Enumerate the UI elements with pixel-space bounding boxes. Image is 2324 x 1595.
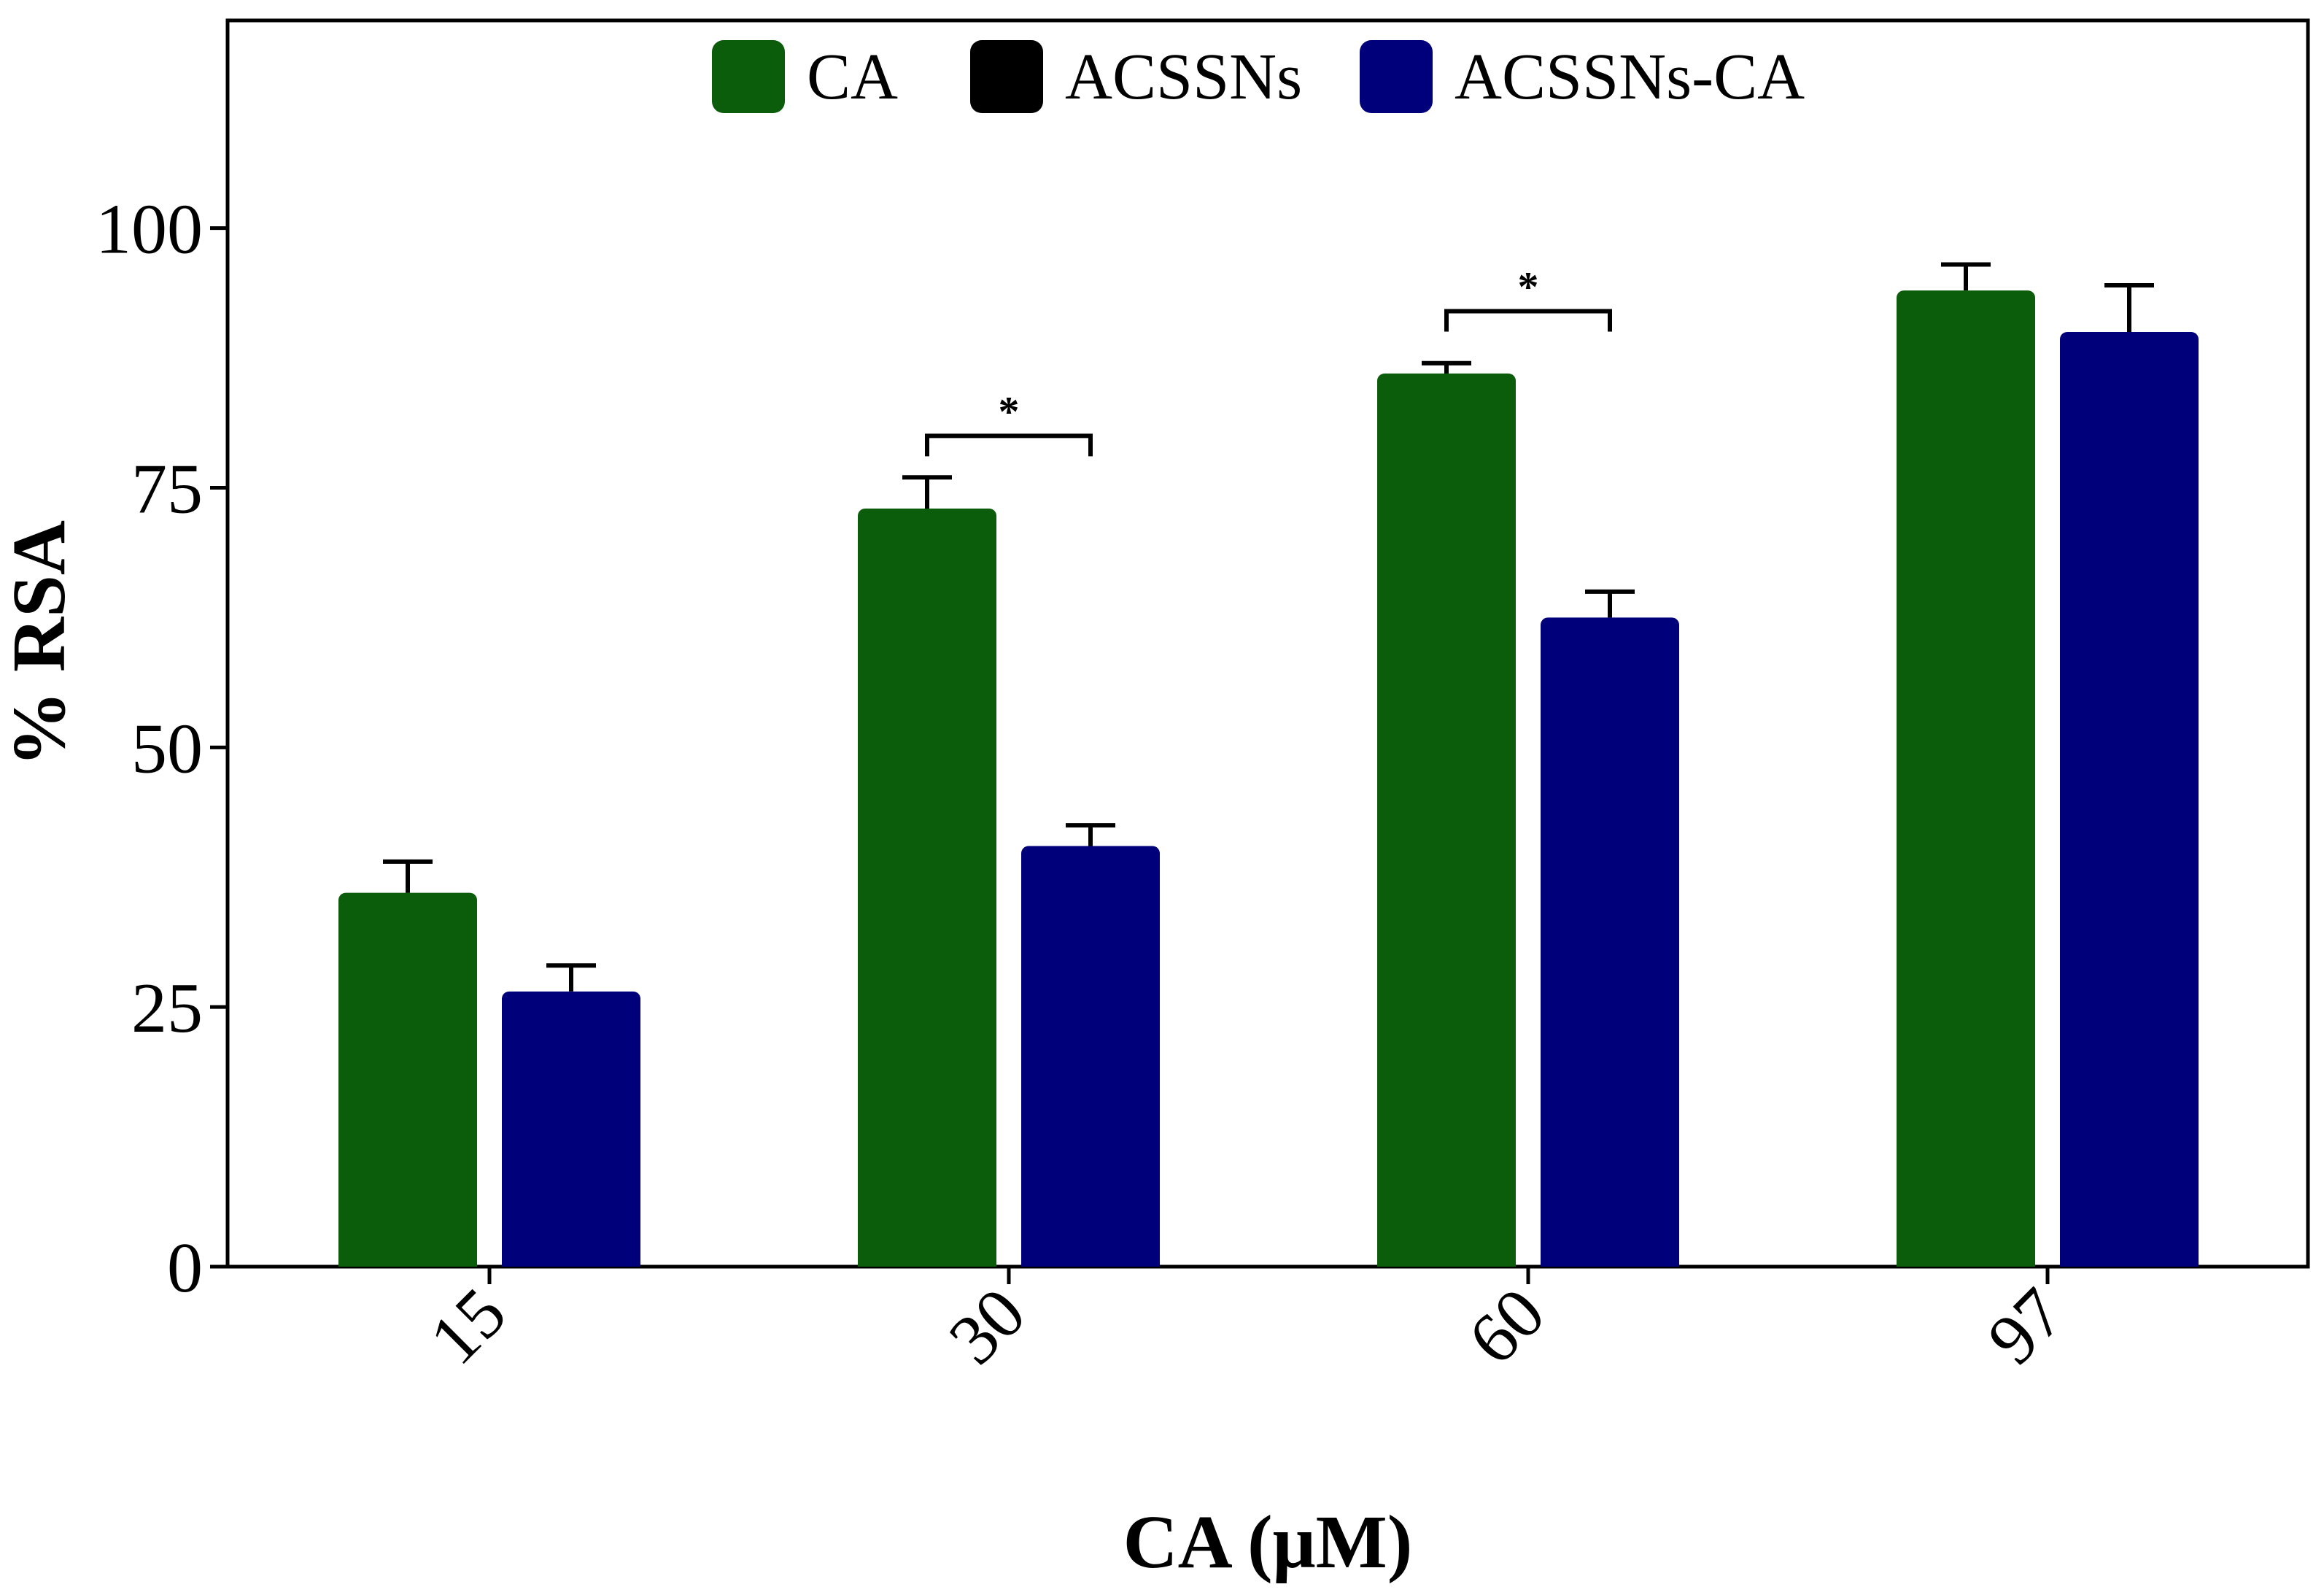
- y-tick-label: 25: [131, 969, 203, 1048]
- y-tick-label: 75: [131, 450, 203, 529]
- x-tick-label: 97: [1973, 1273, 2080, 1380]
- y-tick-label: 0: [167, 1229, 203, 1308]
- significance-annotations: **: [925, 263, 1612, 457]
- y-tick-label: 50: [131, 709, 203, 788]
- error-bars: [383, 262, 2154, 992]
- y-axis-title: % RSA: [0, 520, 81, 767]
- bar: [502, 991, 640, 1267]
- x-tick-label: 30: [934, 1273, 1041, 1380]
- bar: [1541, 617, 1679, 1267]
- bar-marks: [338, 290, 2199, 1267]
- legend-label: ACSSNs: [1065, 41, 1302, 113]
- bar: [858, 508, 996, 1267]
- bar: [1897, 290, 2035, 1267]
- legend-swatch: [712, 40, 785, 113]
- x-tick-label: 15: [415, 1273, 522, 1380]
- significance-star: *: [999, 387, 1020, 435]
- bar-base: [1897, 1256, 2035, 1267]
- significance-bracket: [925, 433, 1093, 457]
- bar-base: [2060, 1256, 2199, 1267]
- significance-bracket: [1444, 309, 1612, 332]
- legend-label: ACSSNs-CA: [1455, 41, 1805, 113]
- bar-base: [858, 1256, 996, 1267]
- bar: [2060, 332, 2199, 1267]
- bar-base: [502, 1256, 640, 1267]
- bar-base: [1541, 1256, 1679, 1267]
- bar: [1377, 373, 1516, 1267]
- legend-label: CA: [807, 41, 898, 113]
- legend-swatch: [970, 40, 1043, 113]
- x-tick-label: 60: [1454, 1273, 1560, 1380]
- legend-swatch: [1360, 40, 1433, 113]
- significance-star: *: [1518, 263, 1539, 311]
- plot-frame: [225, 18, 2310, 1269]
- bar-base: [1021, 1256, 1160, 1267]
- y-axis-ticks: 0 25 50 75 100: [96, 190, 228, 1308]
- bar: [1021, 846, 1160, 1267]
- bar: [338, 892, 477, 1267]
- legend: CA ACSSNs ACSSNs-CA: [712, 40, 1805, 113]
- bar-base: [1377, 1256, 1516, 1267]
- x-axis-title: CA (μM): [1123, 1500, 1413, 1584]
- x-axis-ticks: 15 30 60 97: [415, 1267, 2080, 1380]
- bar-base: [338, 1256, 477, 1267]
- y-tick-label: 100: [96, 190, 203, 269]
